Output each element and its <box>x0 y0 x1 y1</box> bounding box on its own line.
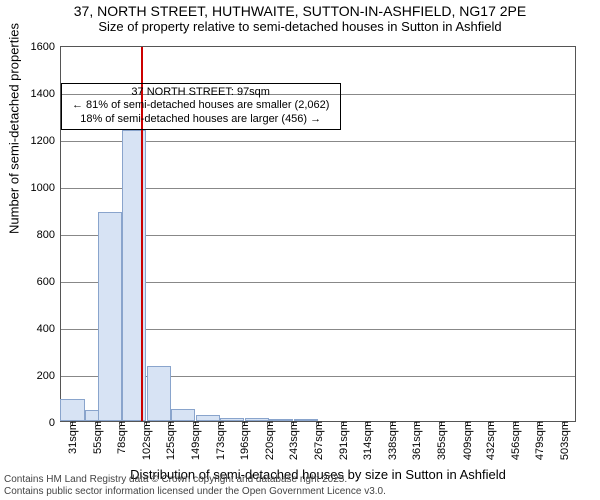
x-tick-label: 409sqm <box>460 421 474 460</box>
x-tick-label: 220sqm <box>262 421 276 460</box>
x-tick-label: 432sqm <box>483 421 497 460</box>
histogram-bar <box>98 212 122 421</box>
histogram-bar <box>60 399 84 421</box>
x-tick-label: 125sqm <box>163 421 177 460</box>
chart-footer: Contains HM Land Registry data © Crown c… <box>4 474 386 498</box>
histogram-bar <box>171 409 195 421</box>
x-tick-label: 314sqm <box>360 421 374 460</box>
histogram-bar <box>147 366 171 421</box>
y-tick-label: 200 <box>37 370 61 382</box>
annotation-line: 18% of semi-detached houses are larger (… <box>68 113 334 127</box>
x-tick-label: 196sqm <box>237 421 251 460</box>
x-tick-label: 102sqm <box>139 421 153 460</box>
y-tick-label: 1000 <box>31 182 61 194</box>
footer-line2: Contains public sector information licen… <box>4 486 386 498</box>
y-tick-label: 1400 <box>31 88 61 100</box>
x-tick-label: 149sqm <box>188 421 202 460</box>
chart-title-line2: Size of property relative to semi-detach… <box>0 19 600 34</box>
y-tick-label: 1200 <box>31 135 61 147</box>
annotation-box: 37 NORTH STREET: 97sqm← 81% of semi-deta… <box>61 83 341 130</box>
x-tick-label: 55sqm <box>90 421 104 454</box>
footer-line1: Contains HM Land Registry data © Crown c… <box>4 474 386 486</box>
y-axis-label: Number of semi-detached properties <box>7 23 22 234</box>
x-tick-label: 173sqm <box>213 421 227 460</box>
x-tick-label: 291sqm <box>336 421 350 460</box>
x-tick-label: 456sqm <box>508 421 522 460</box>
chart-title-line1: 37, NORTH STREET, HUTHWAITE, SUTTON-IN-A… <box>0 3 600 19</box>
y-tick-label: 600 <box>37 276 61 288</box>
y-tick-label: 1600 <box>31 41 61 53</box>
annotation-line: 37 NORTH STREET: 97sqm <box>68 86 334 100</box>
x-tick-label: 479sqm <box>532 421 546 460</box>
y-tick-label: 400 <box>37 323 61 335</box>
chart-title-block: 37, NORTH STREET, HUTHWAITE, SUTTON-IN-A… <box>0 0 600 34</box>
x-tick-label: 31sqm <box>65 421 79 454</box>
x-tick-label: 385sqm <box>434 421 448 460</box>
x-tick-label: 243sqm <box>286 421 300 460</box>
x-tick-label: 503sqm <box>557 421 571 460</box>
x-tick-label: 267sqm <box>311 421 325 460</box>
y-tick-label: 800 <box>37 229 61 241</box>
x-tick-label: 338sqm <box>385 421 399 460</box>
y-tick-label: 0 <box>49 417 61 429</box>
x-tick-label: 361sqm <box>409 421 423 460</box>
annotation-line: ← 81% of semi-detached houses are smalle… <box>68 99 334 113</box>
x-tick-label: 78sqm <box>114 421 128 454</box>
chart-plot-area: 0200400600800100012001400160031sqm55sqm7… <box>60 46 576 422</box>
